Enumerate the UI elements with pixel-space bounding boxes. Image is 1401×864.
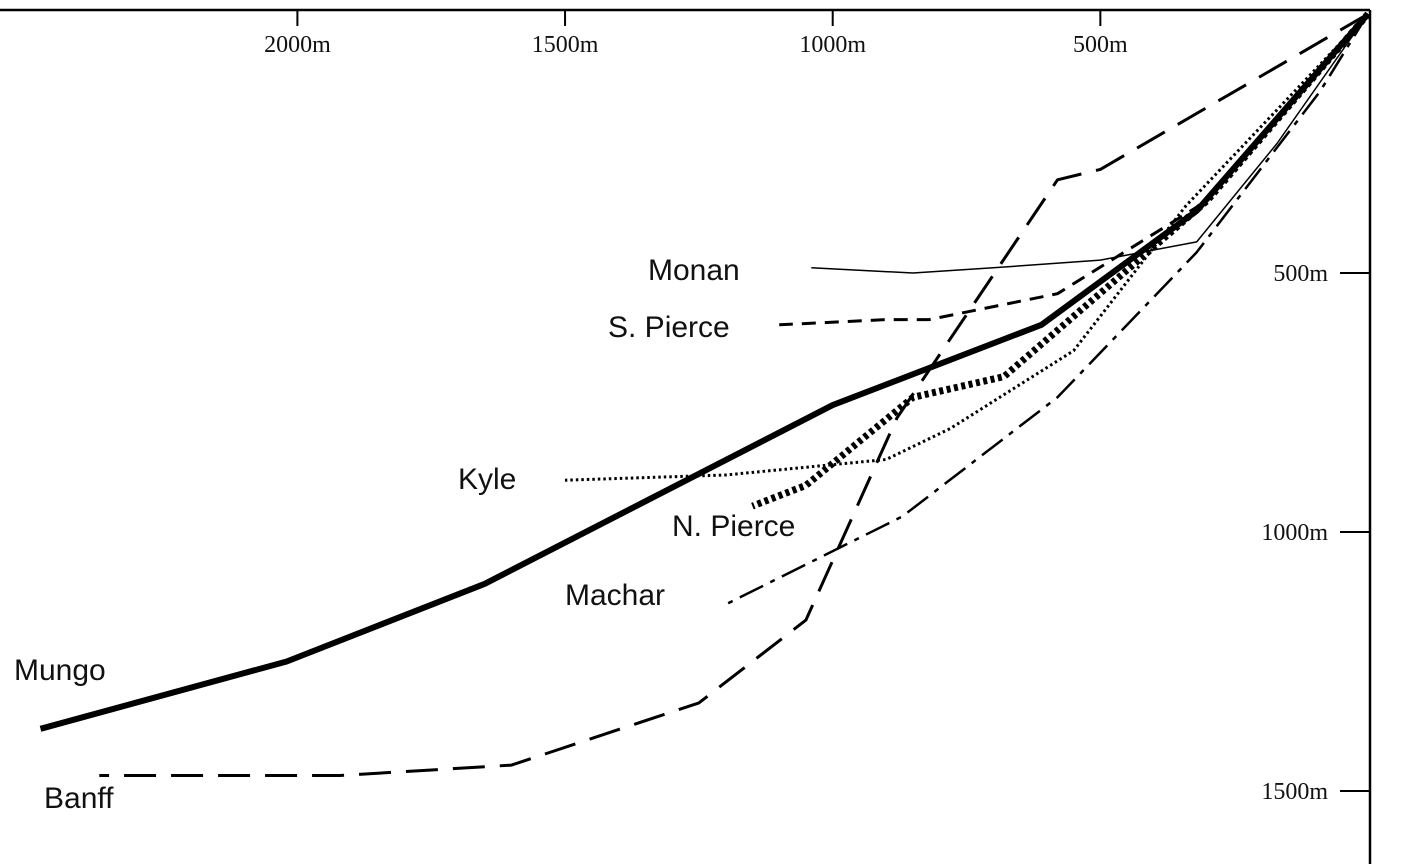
- series-labels: Mungo Banff Monan S. Pierce Kyle N. Pierce Mac…: [14, 254, 795, 815]
- x-axis-ticks: 2000m 1500m 1000m 500m: [264, 10, 1128, 58]
- series-line-kyle: [564, 12, 1370, 482]
- series-label-machar: Machar: [565, 579, 665, 612]
- series-label-monan: Monan: [648, 254, 740, 287]
- x-tick-label: 500m: [1073, 32, 1128, 58]
- y-axis-ticks: 500m 1000m 1500m: [1261, 261, 1370, 805]
- series-label-n-pierce: N. Pierce: [672, 510, 795, 543]
- series-line-banff: [99, 12, 1369, 777]
- series-label-s-pierce: S. Pierce: [608, 311, 730, 344]
- x-tick-label: 1000m: [799, 32, 866, 58]
- series-line-mungo: [39, 12, 1371, 732]
- series-label-kyle: Kyle: [458, 463, 516, 496]
- y-tick-label: 1500m: [1261, 779, 1328, 805]
- series-line-n-pierce: [751, 11, 1371, 510]
- series-group: [39, 11, 1371, 777]
- x-tick-label: 1500m: [532, 32, 599, 58]
- y-tick-label: 500m: [1273, 261, 1328, 287]
- series-label-banff: Banff: [44, 782, 114, 815]
- series-line-machar: [725, 13, 1370, 606]
- series-line-monan: [811, 13, 1369, 274]
- axes: [0, 8, 1372, 864]
- y-tick-label: 1000m: [1261, 520, 1328, 546]
- series-label-mungo: Mungo: [14, 654, 106, 687]
- x-tick-label: 2000m: [264, 32, 331, 58]
- series-line-s-pierce: [779, 13, 1370, 327]
